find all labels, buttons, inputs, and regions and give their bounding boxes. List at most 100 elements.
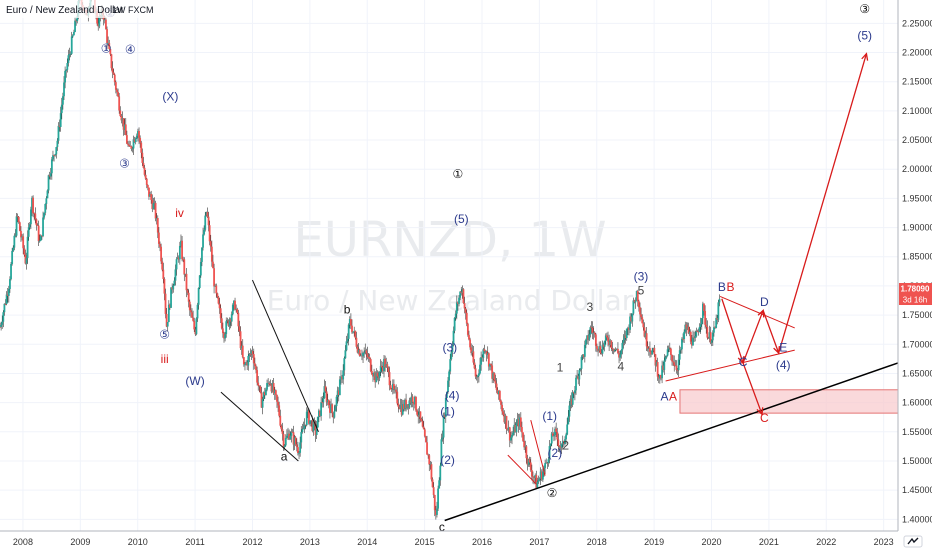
- candle-body: [354, 330, 357, 338]
- candle-body: [667, 347, 670, 350]
- wave-label: iv: [175, 206, 184, 220]
- candle-body: [398, 406, 401, 409]
- candle-body: [347, 324, 350, 339]
- candle-body: [618, 353, 620, 358]
- candle-body: [247, 355, 250, 366]
- candle-body: [524, 446, 527, 448]
- candle-body: [628, 327, 630, 330]
- x-tick-label: 2008: [13, 537, 33, 547]
- candle-body: [453, 317, 456, 331]
- candle-body: [662, 365, 665, 370]
- candle-body: [358, 349, 361, 356]
- candle-body: [345, 341, 348, 351]
- candle-body: [98, 16, 101, 27]
- candle-body: [654, 354, 657, 366]
- candle-body: [433, 494, 436, 511]
- candle-body: [718, 298, 721, 303]
- candle-body: [416, 410, 419, 415]
- candle-body: [439, 465, 442, 481]
- watermark-ticker: EURNZD, 1W: [293, 212, 606, 268]
- candle-body: [486, 353, 489, 355]
- candle-body: [174, 269, 177, 281]
- candle-body: [542, 471, 544, 480]
- candle-body: [333, 411, 336, 418]
- candle-body: [624, 335, 627, 339]
- candle-body: [497, 390, 500, 395]
- candle-body: [449, 359, 452, 372]
- candle-body: [368, 356, 371, 360]
- candle-body: [258, 385, 261, 387]
- candle-body: [175, 259, 178, 270]
- candle-body: [348, 319, 351, 325]
- candle-body: [280, 425, 283, 430]
- candle-body: [156, 218, 159, 233]
- candle-body: [705, 324, 708, 327]
- candle-body: [309, 420, 311, 424]
- candle-body: [15, 216, 18, 236]
- candle-body: [461, 289, 464, 294]
- candle-body: [29, 209, 32, 225]
- candle-body: [564, 439, 566, 444]
- candle-body: [610, 340, 613, 348]
- candle-body: [163, 278, 166, 294]
- candle-body: [273, 390, 276, 394]
- candle-body: [493, 372, 496, 381]
- watermark-name: Euro / New Zealand Dollar: [267, 284, 634, 317]
- candle-body: [527, 459, 530, 465]
- x-tick-label: 2012: [242, 537, 262, 547]
- interval-source: 1W FXCM: [112, 5, 154, 15]
- price-badge-value: 1.78090: [901, 285, 930, 294]
- candle-body: [364, 350, 367, 353]
- candle-body: [119, 110, 122, 117]
- candle-body: [75, 20, 78, 22]
- candle-body: [457, 302, 459, 304]
- wave-label: iii: [161, 352, 169, 366]
- candle-body: [124, 124, 127, 136]
- candle-body: [447, 380, 449, 392]
- candle-body: [480, 357, 483, 365]
- candle-body: [602, 344, 605, 347]
- candle-body: [514, 424, 517, 433]
- candle-body: [511, 435, 513, 438]
- candle-body: [464, 308, 467, 313]
- candle-body: [107, 42, 110, 44]
- candle-body: [63, 82, 65, 97]
- candle-body: [571, 392, 574, 405]
- candle-body: [670, 348, 672, 355]
- candle-body: [706, 326, 709, 338]
- candle-body: [560, 444, 563, 448]
- candle-body: [118, 96, 121, 111]
- candle-body: [185, 273, 188, 291]
- candle-body: [286, 435, 288, 438]
- grid: [0, 0, 898, 531]
- candle-body: [221, 328, 224, 334]
- candle-body: [214, 285, 217, 287]
- candle-body: [695, 331, 698, 337]
- candle-body: [404, 399, 406, 410]
- candle-body: [295, 444, 298, 448]
- candle-body: [362, 352, 364, 357]
- candle-body: [256, 370, 259, 383]
- candle-body: [315, 427, 318, 435]
- candle-body: [436, 508, 438, 515]
- candle-body: [668, 347, 671, 349]
- candle-body: [278, 405, 281, 416]
- candle-body: [496, 389, 499, 395]
- candle-body: [308, 410, 310, 424]
- candle-body: [5, 294, 8, 304]
- wave-label: (W): [185, 374, 204, 388]
- candle-body: [204, 215, 207, 230]
- candle-body: [14, 235, 17, 237]
- candle-body: [565, 434, 567, 440]
- candle-body: [165, 313, 168, 327]
- tradingview-logo[interactable]: [903, 535, 923, 548]
- candle-body: [146, 184, 149, 188]
- candle-body: [504, 416, 507, 423]
- candle-body: [501, 404, 503, 412]
- y-tick-label: 2.20000: [902, 48, 932, 58]
- candle-body: [324, 386, 327, 392]
- candle-body: [305, 411, 308, 426]
- candle-body: [649, 348, 651, 352]
- candle-body: [651, 350, 654, 355]
